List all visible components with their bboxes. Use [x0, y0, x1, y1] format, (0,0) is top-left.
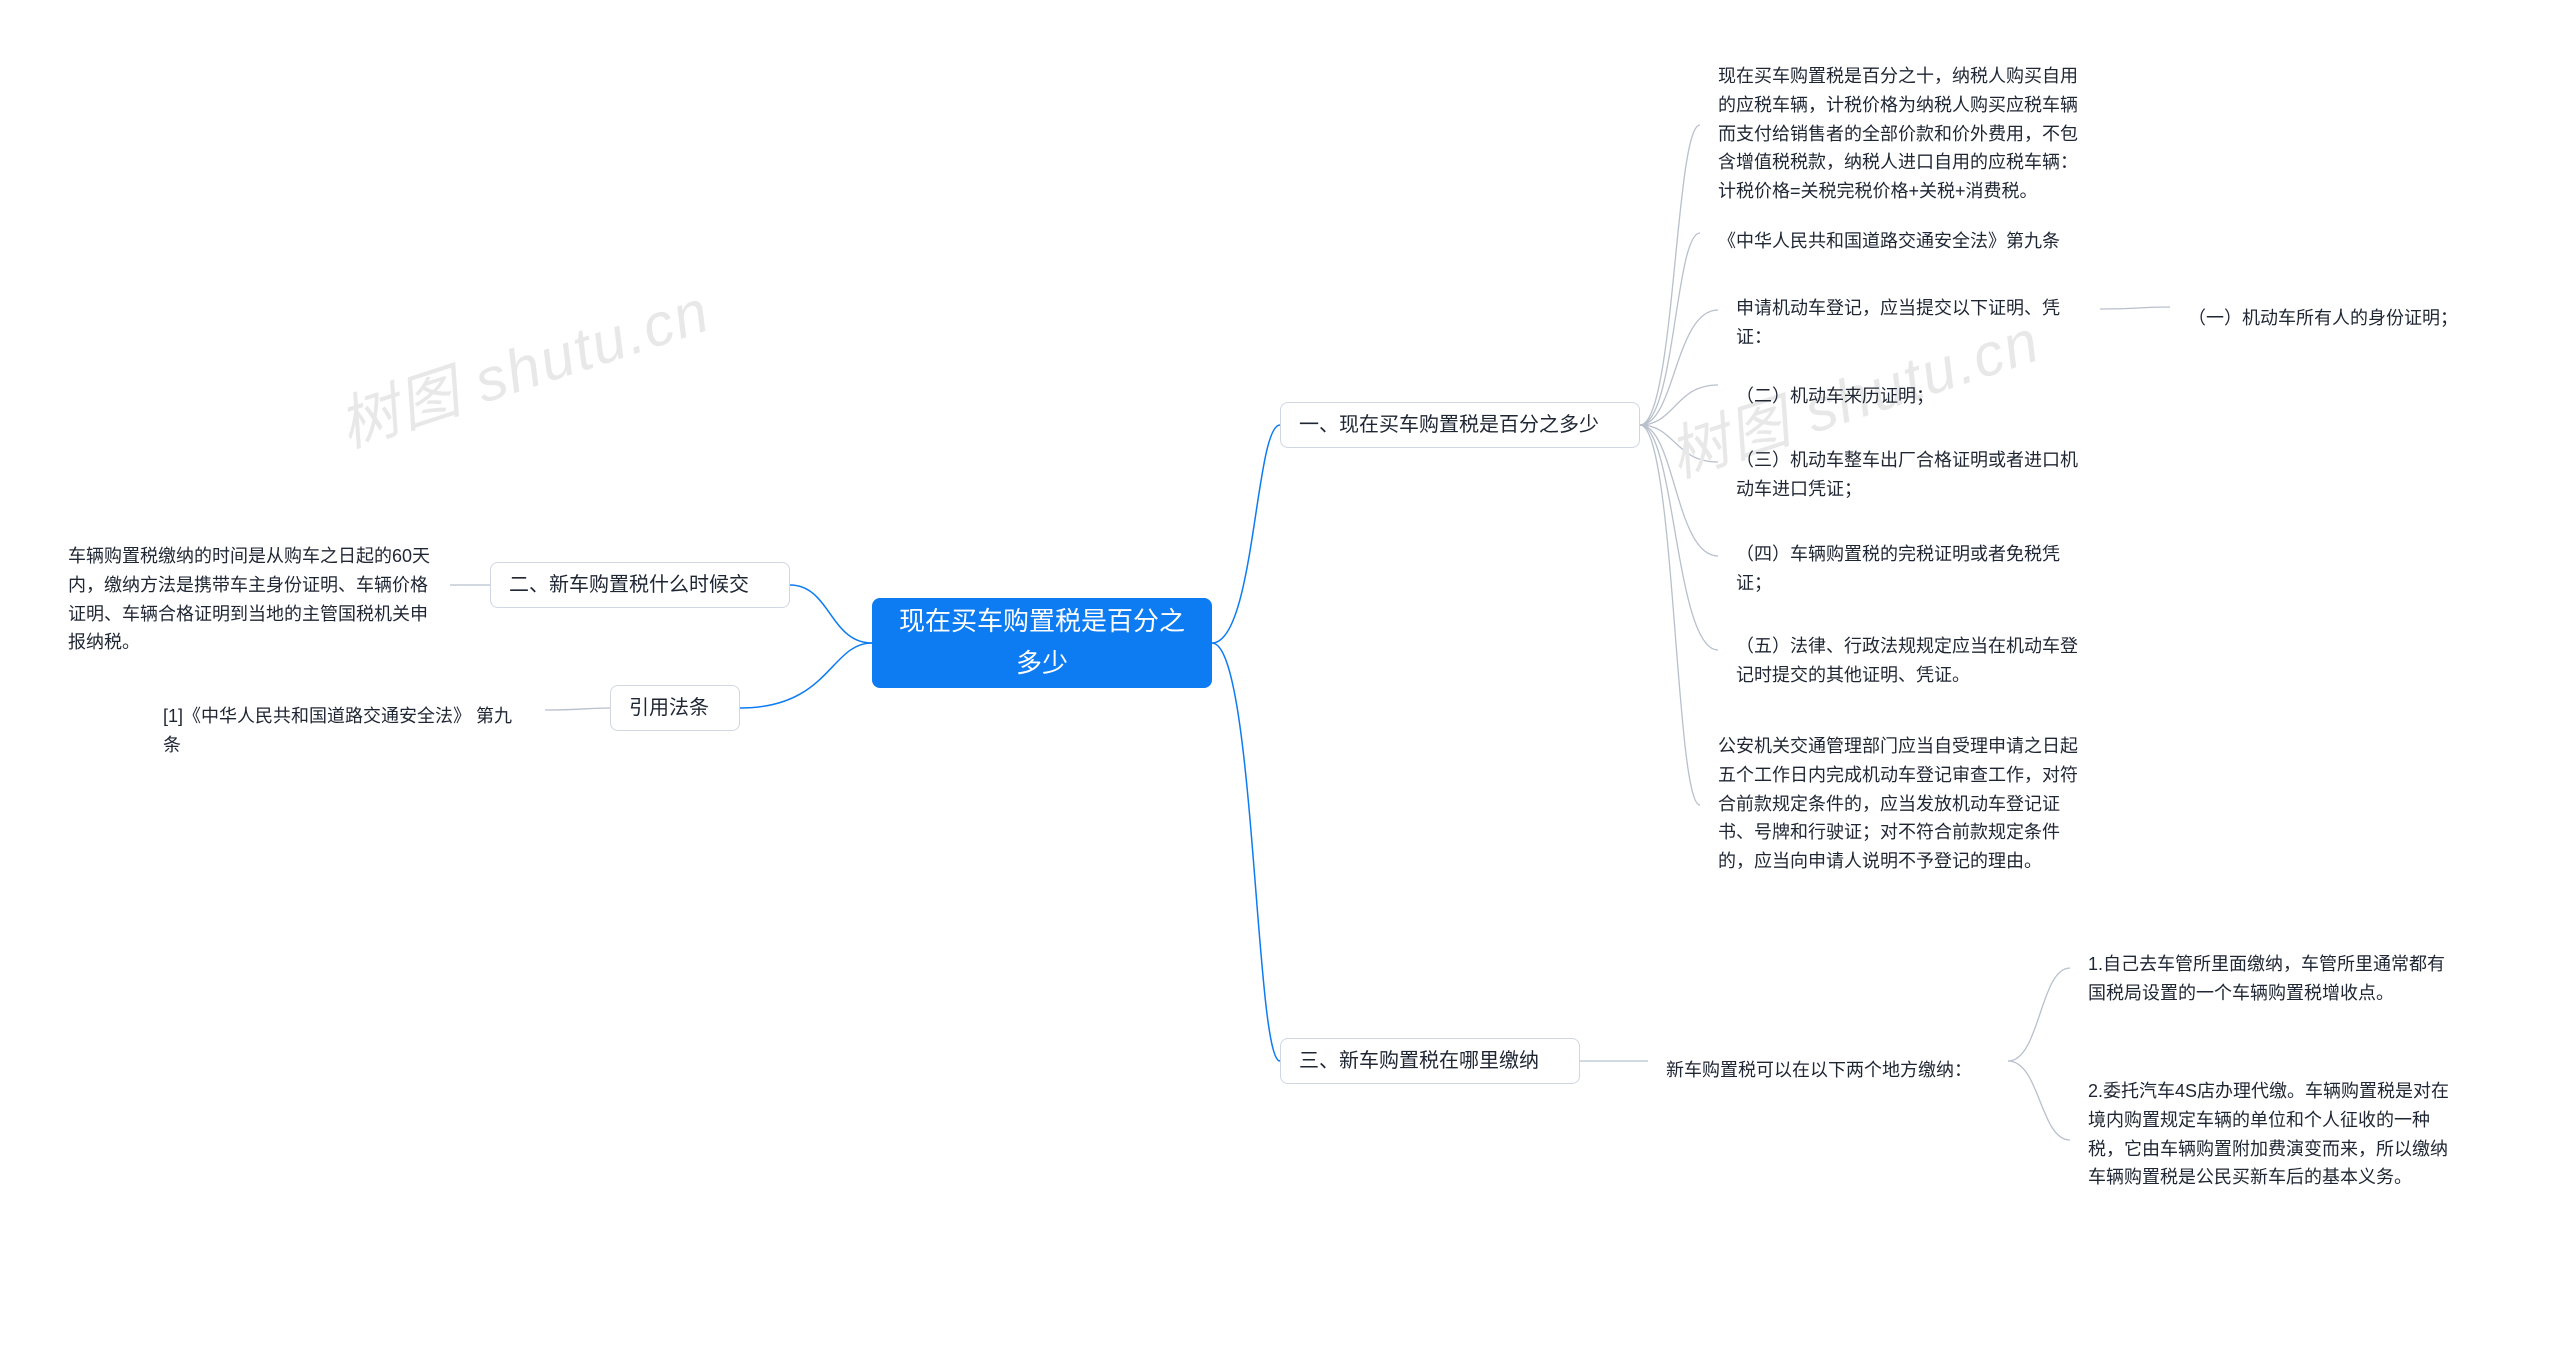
- section-2[interactable]: 二、新车购置税什么时候交: [490, 562, 790, 608]
- leaf-text: 《中华人民共和国道路交通安全法》第九条: [1718, 227, 2060, 256]
- s1-child-8[interactable]: 公安机关交通管理部门应当自受理申请之日起五个工作日内完成机动车登记审查工作，对符…: [1700, 720, 2100, 888]
- section-3[interactable]: 三、新车购置税在哪里缴纳: [1280, 1038, 1580, 1084]
- section-1[interactable]: 一、现在买车购置税是百分之多少: [1280, 402, 1640, 448]
- s1-child-6[interactable]: （四）车辆购置税的完税证明或者免税凭证；: [1718, 528, 2100, 610]
- root-node[interactable]: 现在买车购置税是百分之多少: [872, 598, 1212, 688]
- leaf-text: 2.委托汽车4S店办理代缴。车辆购置税是对在境内购置规定车辆的单位和个人征收的一…: [2088, 1077, 2462, 1192]
- leaf-text: [1]《中华人民共和国道路交通安全法》 第九条: [163, 702, 527, 760]
- leaf-text: （四）车辆购置税的完税证明或者免税凭证；: [1736, 540, 2082, 598]
- leaf-text: 公安机关交通管理部门应当自受理申请之日起五个工作日内完成机动车登记审查工作，对符…: [1718, 732, 2082, 876]
- s1-child-2[interactable]: 《中华人民共和国道路交通安全法》第九条: [1700, 215, 2100, 268]
- leaf-text: 现在买车购置税是百分之十，纳税人购买自用的应税车辆，计税价格为纳税人购买应税车辆…: [1718, 62, 2082, 206]
- s4-child-1[interactable]: [1]《中华人民共和国道路交通安全法》 第九条: [145, 690, 545, 772]
- leaf-text: 1.自己去车管所里面缴纳，车管所里通常都有国税局设置的一个车辆购置税增收点。: [2088, 950, 2462, 1008]
- s1-child-3[interactable]: 申请机动车登记，应当提交以下证明、凭证：: [1718, 282, 2100, 364]
- s1-child-4[interactable]: （二）机动车来历证明；: [1718, 370, 2078, 423]
- s2-child-1[interactable]: 车辆购置税缴纳的时间是从购车之日起的60天内，缴纳方法是携带车主身份证明、车辆价…: [50, 530, 450, 669]
- s3-child-1[interactable]: 新车购置税可以在以下两个地方缴纳：: [1648, 1044, 2008, 1097]
- leaf-text: （五）法律、行政法规规定应当在机动车登记时提交的其他证明、凭证。: [1736, 632, 2082, 690]
- section-3-title: 三、新车购置税在哪里缴纳: [1299, 1045, 1539, 1077]
- leaf-text: （一）机动车所有人的身份证明；: [2188, 304, 2458, 333]
- watermark: 树图 shutu.cn: [326, 263, 720, 465]
- s1-child-7[interactable]: （五）法律、行政法规规定应当在机动车登记时提交的其他证明、凭证。: [1718, 620, 2100, 702]
- leaf-text: 新车购置税可以在以下两个地方缴纳：: [1666, 1056, 1972, 1085]
- s1-child-1[interactable]: 现在买车购置税是百分之十，纳税人购买自用的应税车辆，计税价格为纳税人购买应税车辆…: [1700, 50, 2100, 218]
- leaf-text: （三）机动车整车出厂合格证明或者进口机动车进口凭证；: [1736, 446, 2082, 504]
- leaf-text: （二）机动车来历证明；: [1736, 382, 1934, 411]
- section-1-title: 一、现在买车购置税是百分之多少: [1299, 409, 1599, 441]
- s1-child-5[interactable]: （三）机动车整车出厂合格证明或者进口机动车进口凭证；: [1718, 434, 2100, 516]
- section-4-title: 引用法条: [629, 692, 709, 724]
- leaf-text: 申请机动车登记，应当提交以下证明、凭证：: [1736, 294, 2082, 352]
- s3-child-1b[interactable]: 2.委托汽车4S店办理代缴。车辆购置税是对在境内购置规定车辆的单位和个人征收的一…: [2070, 1065, 2480, 1204]
- section-2-title: 二、新车购置税什么时候交: [509, 569, 749, 601]
- section-4[interactable]: 引用法条: [610, 685, 740, 731]
- s3-child-1a[interactable]: 1.自己去车管所里面缴纳，车管所里通常都有国税局设置的一个车辆购置税增收点。: [2070, 938, 2480, 1020]
- root-label: 现在买车购置税是百分之多少: [890, 601, 1194, 684]
- leaf-text: 车辆购置税缴纳的时间是从购车之日起的60天内，缴纳方法是携带车主身份证明、车辆价…: [68, 542, 432, 657]
- s1-child-3a[interactable]: （一）机动车所有人的身份证明；: [2170, 292, 2490, 345]
